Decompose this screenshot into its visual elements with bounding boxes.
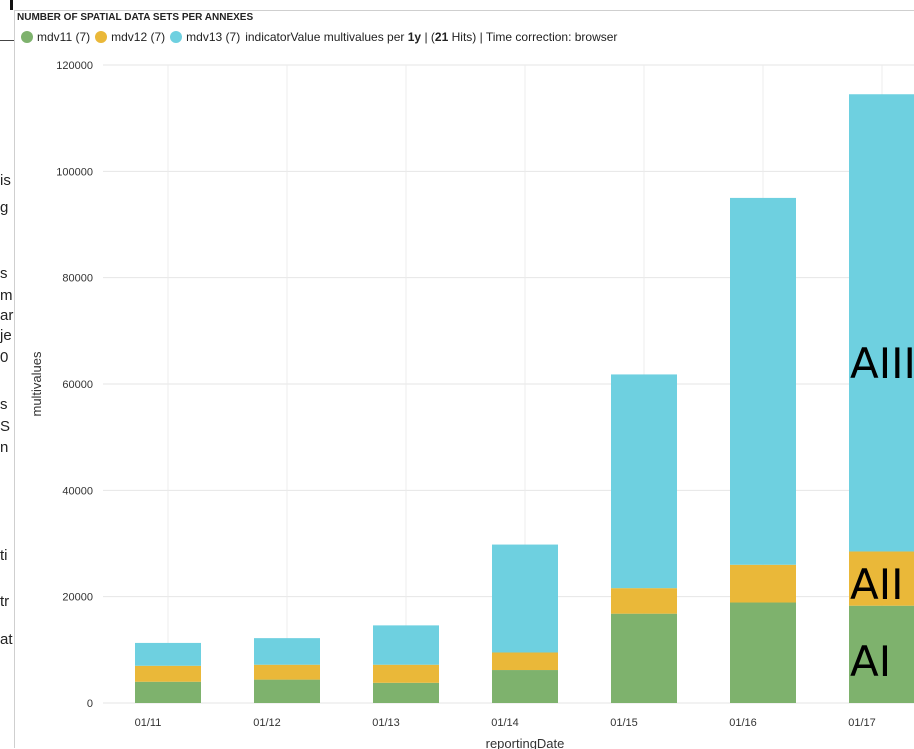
annotation-ai: AI xyxy=(850,637,891,686)
background-text-fragment: n xyxy=(0,439,9,456)
bar-segment xyxy=(135,665,201,682)
bar-segment xyxy=(373,682,439,703)
x-tick-label: 01/16 xyxy=(729,717,757,729)
legend-label: mdv13 (7) xyxy=(186,30,241,44)
y-tick-label: 120000 xyxy=(56,60,93,72)
x-tick-label: 01/15 xyxy=(610,717,638,729)
legend-label: mdv12 (7) xyxy=(111,30,166,44)
window-edge-marker xyxy=(10,0,13,10)
legend-info: indicatorValue multivalues per 1y | (21 … xyxy=(245,30,617,44)
bar-segment xyxy=(611,613,677,703)
background-text-fragment: ar xyxy=(0,307,14,324)
x-tick-label: 01/11 xyxy=(135,717,162,729)
legend-label: mdv11 (7) xyxy=(37,30,91,44)
background-text-fragment: m xyxy=(0,287,13,304)
chart-panel: NUMBER OF SPATIAL DATA SETS PER ANNEXES … xyxy=(14,10,914,749)
annotation-aiii: AIII xyxy=(850,339,914,388)
background-text-fragment: at xyxy=(0,631,13,648)
y-axis-label: multivalues xyxy=(29,351,44,417)
legend-item-mdv11[interactable]: mdv11 (7) xyxy=(21,30,90,44)
legend-info-suffix: Hits) | Time correction: browser xyxy=(451,30,618,44)
x-axis-label: reportingDate xyxy=(486,736,565,749)
bar-segment xyxy=(611,588,677,614)
legend-hits-count: 21 xyxy=(434,30,449,44)
legend-info-sep: | ( xyxy=(424,30,435,44)
bar-segment xyxy=(849,94,914,552)
background-rule xyxy=(0,40,14,41)
bar-segment xyxy=(849,551,914,606)
bar-segment xyxy=(135,642,201,666)
y-tick-label: 0 xyxy=(87,698,93,710)
bar-segment xyxy=(730,602,796,703)
bar-segment xyxy=(730,564,796,603)
bar-segment xyxy=(492,544,558,653)
bar-segment xyxy=(611,374,677,589)
x-tick-label: 01/14 xyxy=(491,717,519,729)
legend-item-mdv13[interactable]: mdv13 (7) xyxy=(170,30,240,44)
bar-segment xyxy=(492,652,558,671)
background-text-fragment: S xyxy=(0,418,11,435)
legend-info-prefix: indicatorValue multivalues per xyxy=(245,30,405,44)
legend-item-mdv12[interactable]: mdv12 (7) xyxy=(95,30,165,44)
background-text-fragment: s xyxy=(0,396,8,413)
legend: mdv11 (7) mdv12 (7) mdv13 (7) indicatorV… xyxy=(21,30,617,44)
legend-swatch-icon xyxy=(21,31,33,43)
bar-segment xyxy=(373,664,439,683)
legend-swatch-icon xyxy=(95,31,108,43)
legend-swatch-icon xyxy=(170,31,183,43)
legend-interval: 1y xyxy=(407,30,422,44)
bar-segment xyxy=(492,670,558,703)
x-tick-label: 01/17 xyxy=(848,717,876,729)
background-text-fragment: je xyxy=(0,327,12,344)
y-tick-label: 80000 xyxy=(62,273,93,285)
x-tick-label: 01/12 xyxy=(253,717,281,729)
bar-segment xyxy=(373,625,439,665)
bar-segment xyxy=(254,638,320,665)
bar-segment xyxy=(254,679,320,703)
background-text-fragment: tr xyxy=(0,593,10,610)
y-tick-label: 40000 xyxy=(62,485,93,497)
stacked-bar-chart: 0 20000 40000 60000 80000 100000 120000 01/11 01… xyxy=(29,60,914,749)
background-text-fragment: is xyxy=(0,172,11,189)
bar-segment xyxy=(730,197,796,565)
background-text-fragment: ti xyxy=(0,547,8,564)
x-tick-label: 01/13 xyxy=(372,717,400,729)
background-text-fragment: 0 xyxy=(0,349,9,366)
annotation-aii: AII xyxy=(850,560,904,609)
y-tick-label: 20000 xyxy=(62,592,93,604)
background-text-fragment: s xyxy=(0,265,8,282)
y-tick-label: 60000 xyxy=(62,379,93,391)
bar-segment xyxy=(135,681,201,703)
bar-segment xyxy=(849,605,914,703)
panel-title: NUMBER OF SPATIAL DATA SETS PER ANNEXES xyxy=(17,12,254,23)
background-text-fragment: g xyxy=(0,199,9,216)
y-tick-label: 100000 xyxy=(56,166,93,178)
bar-segment xyxy=(254,664,320,680)
